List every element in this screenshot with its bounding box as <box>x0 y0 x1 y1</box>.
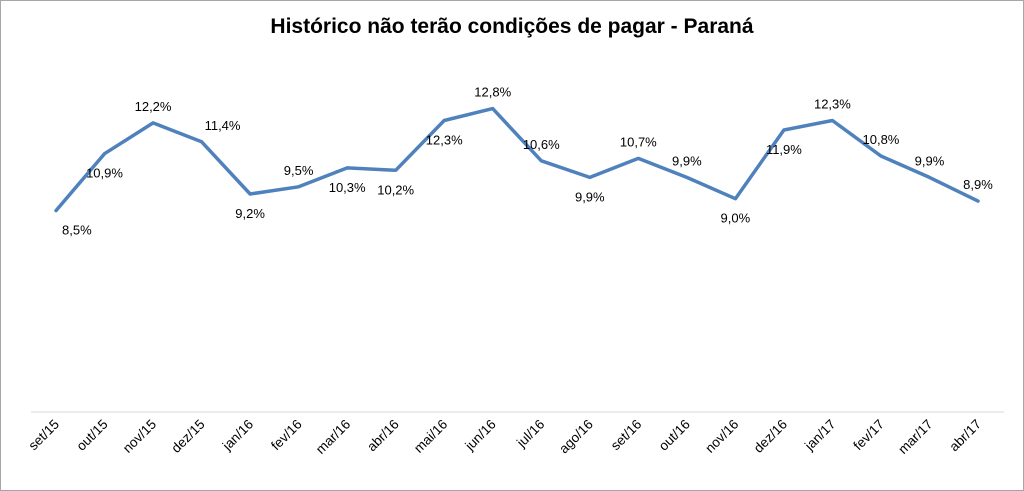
chart-title: Histórico não terão condições de pagar -… <box>270 15 754 38</box>
x-tick-label: dez/15 <box>168 417 207 456</box>
data-label: 9,2% <box>235 206 265 221</box>
x-tick-label: set/16 <box>608 417 645 454</box>
data-label: 9,5% <box>284 163 314 178</box>
data-label: 9,0% <box>721 211 751 226</box>
data-label: 10,8% <box>863 132 900 147</box>
data-label: 12,2% <box>135 99 172 114</box>
series-line <box>54 106 980 213</box>
data-label: 11,9% <box>766 142 802 157</box>
data-label: 9,9% <box>915 153 945 168</box>
data-label: 10,2% <box>377 182 414 197</box>
data-label: 8,9% <box>963 177 993 192</box>
data-label: 8,5% <box>62 223 92 238</box>
x-tick-label: abr/16 <box>364 417 402 455</box>
data-label: 10,9% <box>86 166 123 181</box>
x-tick-label: mar/17 <box>895 417 935 457</box>
x-tick-label: fev/17 <box>850 417 887 454</box>
x-tick-label: nov/15 <box>120 417 159 456</box>
x-tick-label: jun/16 <box>462 417 499 454</box>
x-tick-label: fev/16 <box>268 417 305 454</box>
data-label: 10,7% <box>620 134 657 149</box>
x-tick-label: set/15 <box>26 417 63 454</box>
data-label: 9,9% <box>672 153 702 168</box>
data-label: 12,8% <box>474 85 511 100</box>
data-label: 10,6% <box>523 137 560 152</box>
x-tick-labels: set/15 out/15 nov/15 dez/15 jan/16 fev/16 mar/… <box>26 417 985 457</box>
data-label: 12,3% <box>814 96 851 111</box>
x-tick-label: ago/16 <box>556 417 596 457</box>
x-tick-label: abr/17 <box>946 417 984 455</box>
data-label: 11,4% <box>205 118 241 133</box>
data-labels: 8,5% 10,9% 12,2% 11,4% 9,2% 9,5% 10,3% 10,2% 12,… <box>62 85 993 238</box>
x-tick-label: mai/16 <box>411 417 450 456</box>
x-tick-label: nov/16 <box>702 417 741 456</box>
data-label: 12,3% <box>426 132 463 147</box>
x-tick-label: jan/17 <box>801 417 838 454</box>
x-tick-label: jan/16 <box>219 417 256 454</box>
data-label: 10,3% <box>329 180 366 195</box>
x-tick-label: out/15 <box>73 417 110 454</box>
data-label: 9,9% <box>575 189 605 204</box>
x-tick-label: mar/16 <box>313 417 353 457</box>
x-tick-label: jul/16 <box>513 417 547 451</box>
x-tick-label: out/16 <box>656 417 693 454</box>
x-tick-label: dez/16 <box>751 417 790 456</box>
